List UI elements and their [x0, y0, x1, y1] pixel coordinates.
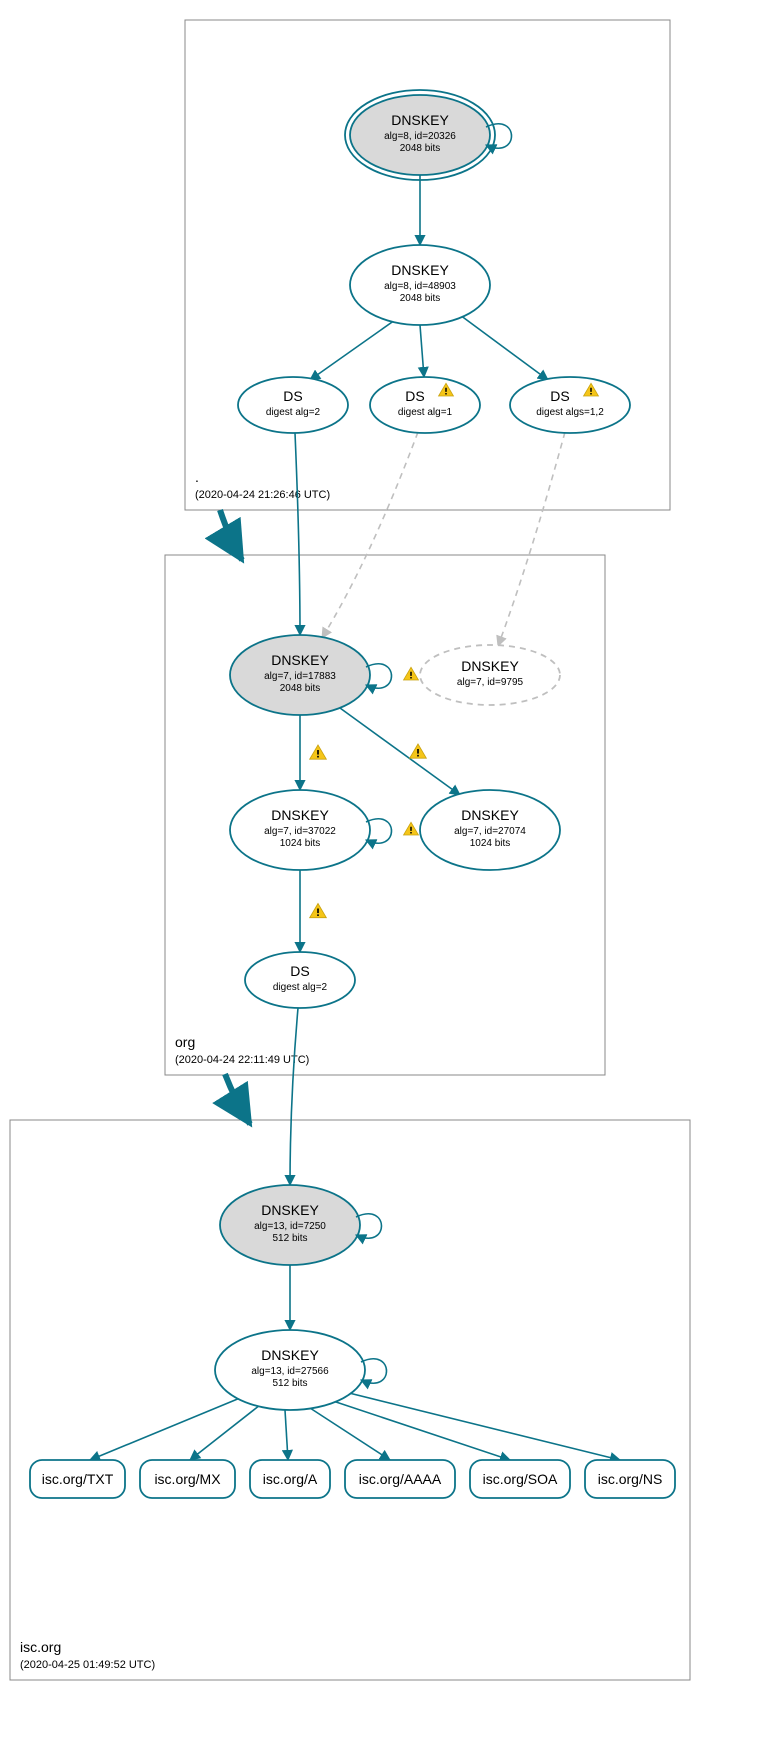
svg-text:DNSKEY: DNSKEY — [391, 262, 449, 278]
warning-icon — [310, 904, 327, 918]
edge-org-ksk-to-org-zsk-b — [340, 708, 460, 795]
node-isc-zsk: DNSKEY alg=13, id=27566512 bits — [215, 1330, 387, 1410]
rrset-rr-a: isc.org/A — [250, 1460, 330, 1498]
svg-text:isc.org/TXT: isc.org/TXT — [42, 1471, 114, 1487]
svg-text:512 bits: 512 bits — [272, 1378, 307, 1389]
node-ds-a: DS digest alg=2 — [238, 377, 348, 433]
svg-text:isc.org/NS: isc.org/NS — [598, 1471, 663, 1487]
svg-text:DNSKEY: DNSKEY — [391, 112, 449, 128]
edge-isc-zsk-to-rr-soa — [330, 1400, 510, 1460]
svg-text:2048 bits: 2048 bits — [400, 293, 441, 304]
edge-root-zsk-to-ds-b — [420, 325, 424, 377]
edge-ds-a-to-org-ksk — [295, 433, 300, 635]
svg-text:digest alg=2: digest alg=2 — [266, 407, 321, 418]
node-root-ksk: DNSKEY alg=8, id=203262048 bits — [345, 90, 512, 180]
svg-text:DNSKEY: DNSKEY — [461, 658, 519, 674]
edge-isc-zsk-to-rr-a — [285, 1410, 288, 1460]
svg-text:isc.org/AAAA: isc.org/AAAA — [359, 1471, 442, 1487]
svg-text:512 bits: 512 bits — [272, 1233, 307, 1244]
svg-text:DNSKEY: DNSKEY — [261, 1347, 319, 1363]
svg-text:DS: DS — [550, 388, 569, 404]
node-isc-ksk: DNSKEY alg=13, id=7250512 bits — [220, 1185, 382, 1265]
edge-ds-b-to-org-ksk — [322, 432, 418, 638]
svg-text:DS: DS — [283, 388, 302, 404]
warning-icon — [404, 667, 419, 680]
svg-text:alg=7, id=27074: alg=7, id=27074 — [454, 826, 526, 837]
node-ds-b: DS digest alg=1 — [370, 377, 480, 433]
svg-text:alg=7, id=9795: alg=7, id=9795 — [457, 677, 524, 688]
svg-text:DNSKEY: DNSKEY — [461, 807, 519, 823]
svg-text:1024 bits: 1024 bits — [470, 838, 511, 849]
warning-icon — [310, 745, 327, 759]
delegation-arrow — [220, 510, 242, 560]
edge-isc-zsk-to-rr-ns — [345, 1392, 620, 1460]
svg-text:isc.org/MX: isc.org/MX — [154, 1471, 221, 1487]
svg-text:(2020-04-25 01:49:52 UTC): (2020-04-25 01:49:52 UTC) — [20, 1659, 155, 1671]
node-org-zsk-b: DNSKEY alg=7, id=270741024 bits — [420, 790, 560, 870]
svg-text:alg=8, id=48903: alg=8, id=48903 — [384, 281, 456, 292]
rrset-rr-txt: isc.org/TXT — [30, 1460, 125, 1498]
svg-text:DNSKEY: DNSKEY — [271, 807, 329, 823]
edge-isc-zsk-to-rr-txt — [90, 1398, 240, 1460]
svg-text:(2020-04-24 22:11:49 UTC): (2020-04-24 22:11:49 UTC) — [175, 1054, 309, 1066]
svg-text:alg=13, id=27566: alg=13, id=27566 — [251, 1366, 329, 1377]
warning-icon — [404, 822, 419, 835]
svg-text:alg=13, id=7250: alg=13, id=7250 — [254, 1221, 326, 1232]
svg-text:isc.org: isc.org — [20, 1639, 61, 1655]
node-org-ksk: DNSKEY alg=7, id=178832048 bits — [230, 635, 419, 715]
svg-text:2048 bits: 2048 bits — [280, 683, 321, 694]
svg-text:digest alg=2: digest alg=2 — [273, 982, 328, 993]
svg-text:DNSKEY: DNSKEY — [271, 652, 329, 668]
node-root-zsk: DNSKEY alg=8, id=489032048 bits — [350, 245, 490, 325]
node-org-ds: DS digest alg=2 — [245, 952, 355, 1008]
svg-text:alg=8, id=20326: alg=8, id=20326 — [384, 131, 456, 142]
svg-text:(2020-04-24 21:26:46 UTC): (2020-04-24 21:26:46 UTC) — [195, 489, 330, 501]
node-org-zsk-a: DNSKEY alg=7, id=370221024 bits — [230, 790, 419, 870]
svg-text:DNSKEY: DNSKEY — [261, 1202, 319, 1218]
node-org-dnskey-dashed: DNSKEY alg=7, id=9795 — [420, 645, 560, 705]
rrset-rr-mx: isc.org/MX — [140, 1460, 235, 1498]
rrset-rr-aaaa: isc.org/AAAA — [345, 1460, 455, 1498]
edge-isc-zsk-to-rr-mx — [190, 1405, 260, 1460]
svg-text:1024 bits: 1024 bits — [280, 838, 321, 849]
svg-text:isc.org/SOA: isc.org/SOA — [483, 1471, 558, 1487]
svg-text:alg=7, id=37022: alg=7, id=37022 — [264, 826, 336, 837]
svg-text:alg=7, id=17883: alg=7, id=17883 — [264, 671, 336, 682]
delegation-arrow — [225, 1074, 250, 1124]
edge-org-ds-to-isc-ksk — [290, 1008, 298, 1185]
edge-root-zsk-to-ds-c — [460, 315, 548, 380]
svg-text:digest algs=1,2: digest algs=1,2 — [536, 407, 604, 418]
svg-text:digest alg=1: digest alg=1 — [398, 407, 453, 418]
svg-text:2048 bits: 2048 bits — [400, 143, 441, 154]
rrset-rr-soa: isc.org/SOA — [470, 1460, 570, 1498]
edge-root-zsk-to-ds-a — [310, 320, 395, 380]
svg-text:.: . — [195, 469, 199, 485]
dnssec-chain-diagram: . (2020-04-24 21:26:46 UTC) org (2020-04-24… — [0, 0, 780, 1742]
node-ds-c: DS digest algs=1,2 — [510, 377, 630, 433]
rrset-rr-ns: isc.org/NS — [585, 1460, 675, 1498]
edge-ds-c-to-org-dnskey-dashed — [498, 432, 565, 646]
svg-text:DS: DS — [290, 963, 309, 979]
svg-text:isc.org/A: isc.org/A — [263, 1471, 318, 1487]
warning-icon — [410, 744, 427, 758]
svg-text:DS: DS — [405, 388, 424, 404]
svg-text:org: org — [175, 1034, 195, 1050]
